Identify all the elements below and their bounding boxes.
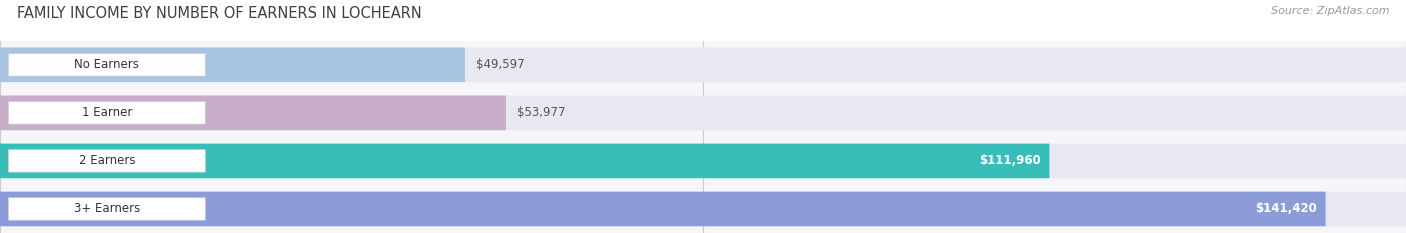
Text: $111,960: $111,960: [979, 154, 1040, 168]
Text: Source: ZipAtlas.com: Source: ZipAtlas.com: [1271, 6, 1389, 16]
FancyBboxPatch shape: [0, 96, 1406, 130]
FancyBboxPatch shape: [0, 192, 1326, 226]
Text: 2 Earners: 2 Earners: [79, 154, 135, 168]
Text: 3+ Earners: 3+ Earners: [73, 202, 141, 216]
FancyBboxPatch shape: [0, 144, 1406, 178]
FancyBboxPatch shape: [8, 102, 205, 124]
FancyBboxPatch shape: [0, 96, 506, 130]
Text: $141,420: $141,420: [1256, 202, 1317, 216]
FancyBboxPatch shape: [8, 198, 205, 220]
FancyBboxPatch shape: [0, 48, 1406, 82]
FancyBboxPatch shape: [0, 192, 1406, 226]
FancyBboxPatch shape: [0, 48, 465, 82]
Text: No Earners: No Earners: [75, 58, 139, 71]
Text: $49,597: $49,597: [477, 58, 524, 71]
Text: $53,977: $53,977: [517, 106, 565, 119]
Text: FAMILY INCOME BY NUMBER OF EARNERS IN LOCHEARN: FAMILY INCOME BY NUMBER OF EARNERS IN LO…: [17, 6, 422, 21]
Text: 1 Earner: 1 Earner: [82, 106, 132, 119]
FancyBboxPatch shape: [0, 144, 1049, 178]
FancyBboxPatch shape: [8, 54, 205, 76]
FancyBboxPatch shape: [8, 150, 205, 172]
